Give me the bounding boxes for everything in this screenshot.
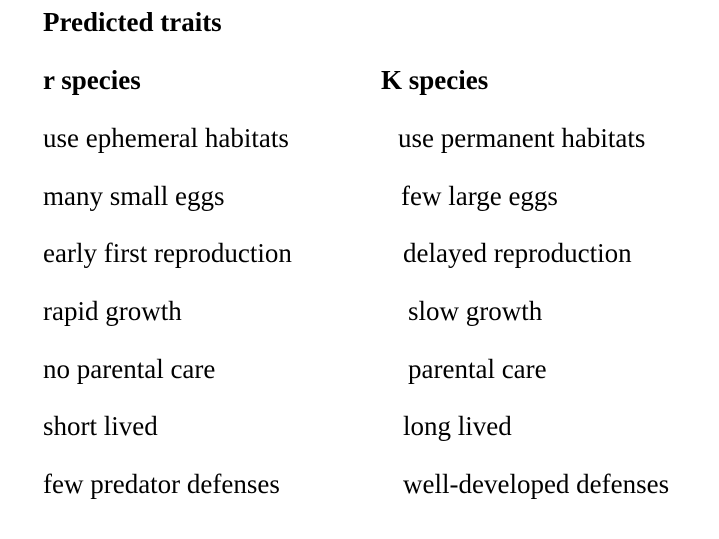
k-trait: parental care: [408, 354, 547, 384]
r-trait: rapid growth: [43, 296, 182, 326]
r-trait: short lived: [43, 411, 158, 441]
trait-row: few predator defenses well-developed def…: [0, 468, 719, 500]
k-trait: long lived: [403, 411, 512, 441]
r-trait: use ephemeral habitats: [43, 123, 289, 153]
k-trait: few large eggs: [401, 181, 558, 211]
k-trait: well-developed defenses: [403, 469, 670, 499]
trait-row: short lived long lived: [0, 410, 719, 442]
page-title: Predicted traits: [43, 7, 222, 37]
trait-row: rapid growth slow growth: [0, 295, 719, 327]
k-trait: slow growth: [408, 296, 543, 326]
trait-row: many small eggs few large eggs: [0, 180, 719, 212]
r-trait: few predator defenses: [43, 469, 280, 499]
r-species-header: r species: [43, 65, 141, 95]
r-trait: many small eggs: [43, 181, 225, 211]
trait-row: no parental care parental care: [0, 353, 719, 385]
k-trait: delayed reproduction: [403, 238, 632, 268]
trait-row: early first reproduction delayed reprodu…: [0, 237, 719, 269]
r-trait: early first reproduction: [43, 238, 292, 268]
k-trait: use permanent habitats: [398, 123, 646, 153]
k-species-header: K species: [381, 65, 489, 95]
r-trait: no parental care: [43, 354, 216, 384]
trait-row: use ephemeral habitats use permanent hab…: [0, 122, 719, 154]
